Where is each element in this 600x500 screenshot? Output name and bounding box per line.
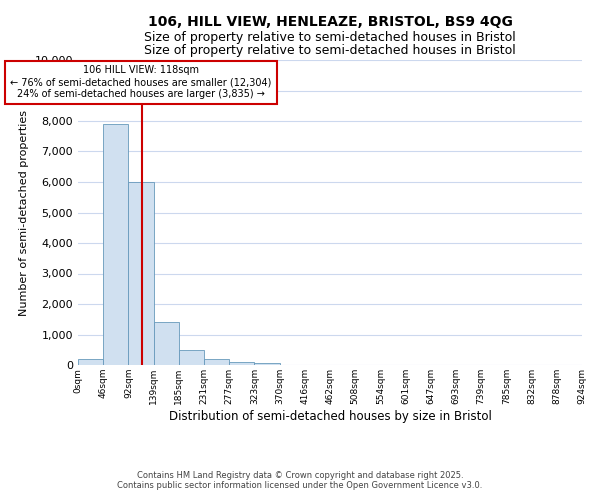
Bar xyxy=(154,322,179,365)
Bar xyxy=(179,350,204,365)
Y-axis label: Number of semi-detached properties: Number of semi-detached properties xyxy=(19,110,29,316)
Text: Size of property relative to semi-detached houses in Bristol: Size of property relative to semi-detach… xyxy=(144,31,516,44)
Text: 106 HILL VIEW: 118sqm
← 76% of semi-detached houses are smaller (12,304)
24% of : 106 HILL VIEW: 118sqm ← 76% of semi-deta… xyxy=(10,66,272,98)
Bar xyxy=(103,124,128,365)
X-axis label: Distribution of semi-detached houses by size in Bristol: Distribution of semi-detached houses by … xyxy=(169,410,491,422)
Bar xyxy=(204,359,229,365)
Text: Contains HM Land Registry data © Crown copyright and database right 2025.
Contai: Contains HM Land Registry data © Crown c… xyxy=(118,470,482,490)
Text: 106, HILL VIEW, HENLEAZE, BRISTOL, BS9 4QG: 106, HILL VIEW, HENLEAZE, BRISTOL, BS9 4… xyxy=(148,16,512,30)
Bar xyxy=(229,362,254,365)
Bar xyxy=(128,182,154,365)
Title: Size of property relative to semi-detached houses in Bristol: Size of property relative to semi-detach… xyxy=(144,44,516,58)
Bar xyxy=(78,359,103,365)
Bar xyxy=(254,364,280,365)
